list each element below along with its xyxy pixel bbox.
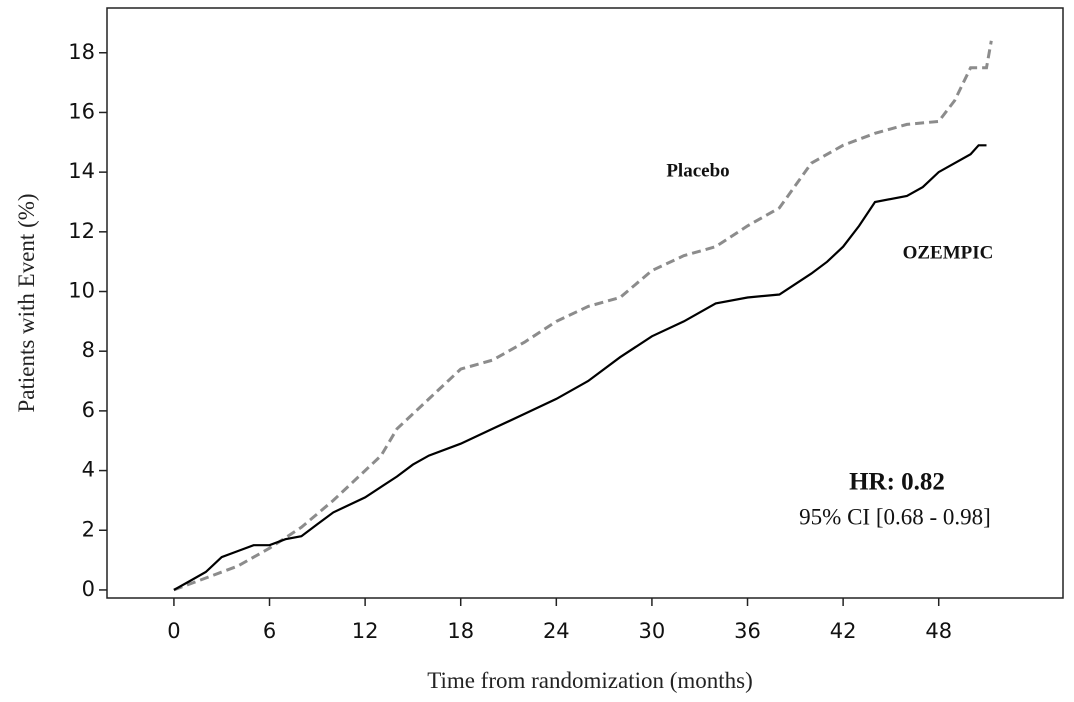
x-tick-label: 48 xyxy=(925,619,952,643)
x-tick-label: 18 xyxy=(447,619,474,643)
series-label: Placebo xyxy=(666,160,729,181)
y-tick-label: 18 xyxy=(68,40,95,64)
series-label: OZEMPIC xyxy=(903,242,994,263)
x-tick-label: 0 xyxy=(167,619,180,643)
x-tick-label: 36 xyxy=(734,619,761,643)
y-tick-label: 4 xyxy=(82,458,95,482)
x-tick-label: 30 xyxy=(639,619,666,643)
y-tick-label: 8 xyxy=(82,338,95,362)
y-tick-label: 0 xyxy=(82,577,95,601)
y-axis-label: Patients with Event (%) xyxy=(14,193,39,412)
x-tick-label: 12 xyxy=(352,619,379,643)
annotation: 95% CI [0.68 - 0.98] xyxy=(799,504,991,529)
x-tick-label: 6 xyxy=(263,619,276,643)
x-tick-label: 24 xyxy=(543,619,570,643)
x-tick-label: 42 xyxy=(830,619,857,643)
plot-frame xyxy=(106,7,1064,599)
y-tick-label: 10 xyxy=(68,279,95,303)
annotation: HR: 0.82 xyxy=(849,469,945,496)
x-axis-label: Time from randomization (months) xyxy=(427,668,753,693)
series-line xyxy=(173,144,987,591)
y-tick-label: 14 xyxy=(68,159,95,183)
y-tick-label: 6 xyxy=(82,398,95,422)
y-tick-label: 2 xyxy=(82,517,95,541)
y-tick-label: 16 xyxy=(68,99,95,123)
y-tick-label: 12 xyxy=(68,219,95,243)
